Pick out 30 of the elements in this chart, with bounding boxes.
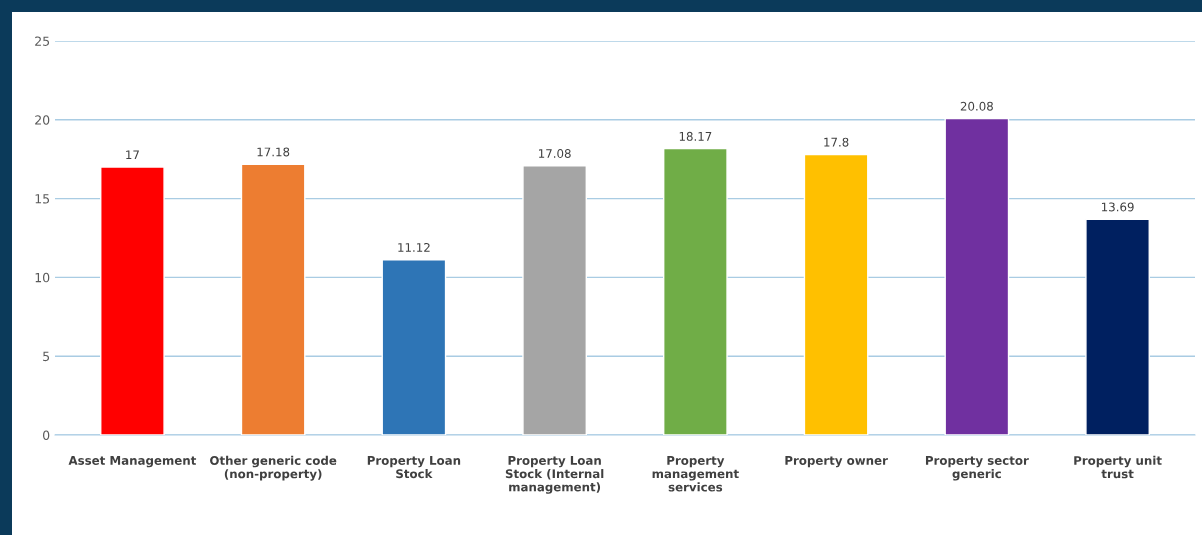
x-tick-label: Other generic code (non-property) bbox=[210, 455, 337, 481]
bar bbox=[522, 165, 587, 435]
y-tick-label: 20 bbox=[35, 115, 50, 125]
data-label: 20.08 bbox=[960, 101, 993, 111]
x-tick-label: Property sector generic bbox=[925, 456, 1029, 481]
data-label: 18.17 bbox=[679, 131, 712, 141]
y-tick-label: 10 bbox=[35, 272, 50, 283]
x-tick-label: Asset Management bbox=[68, 456, 197, 468]
data-label: 17 bbox=[126, 150, 139, 160]
bar bbox=[100, 166, 165, 435]
bar bbox=[381, 259, 447, 435]
x-tick-label: Property owner bbox=[785, 456, 888, 468]
x-tick-label: Property Loan Stock (Internal management) bbox=[505, 456, 604, 494]
bar bbox=[663, 147, 728, 435]
y-tick-label: 25 bbox=[35, 36, 50, 46]
y-tick-label: 0 bbox=[43, 430, 50, 440]
data-label: 11.12 bbox=[398, 242, 430, 252]
x-tick-label: Property Loan Stock bbox=[367, 456, 461, 479]
x-tick-label: Property management services bbox=[652, 456, 739, 492]
data-label: 17.8 bbox=[824, 137, 849, 147]
data-label: 17.18 bbox=[257, 147, 290, 157]
y-tick-label: 5 bbox=[43, 351, 50, 362]
data-label: 13.69 bbox=[1101, 202, 1134, 212]
y-tick-label: 15 bbox=[35, 194, 50, 204]
data-label: 17.08 bbox=[539, 149, 571, 158]
x-tick-label: Property unit trust bbox=[1074, 455, 1162, 479]
bar bbox=[803, 153, 869, 435]
bar bbox=[1085, 218, 1150, 435]
bar bbox=[944, 117, 1010, 435]
bar bbox=[240, 163, 306, 435]
